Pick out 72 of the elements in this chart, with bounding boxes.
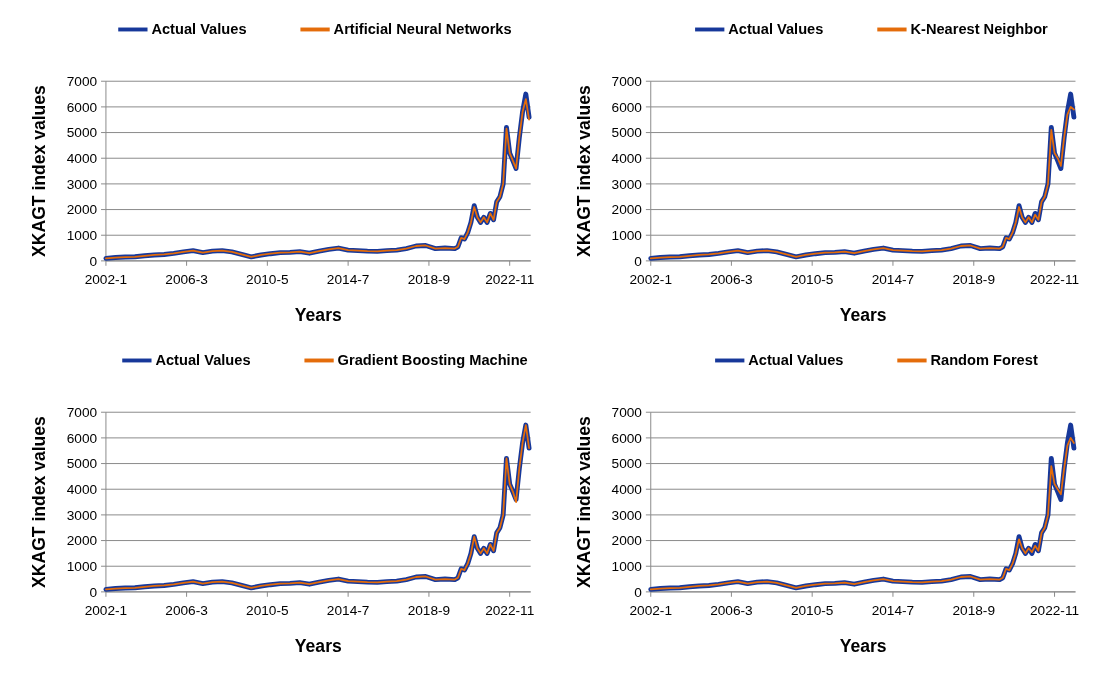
y-tick-label: 7000 <box>66 405 98 421</box>
y-tick-label: 2000 <box>611 202 643 218</box>
legend-label: Gradient Boosting Machine <box>337 352 528 369</box>
legend-label: Actual Values <box>728 21 824 38</box>
x-tick-label: 2018-9 <box>407 272 451 288</box>
legend-label: K-Nearest Neighbor <box>910 21 1049 38</box>
x-tick-label: 2010-5 <box>790 603 834 619</box>
y-tick-label: 5000 <box>66 125 98 141</box>
y-tick-label: 5000 <box>611 456 643 472</box>
y-tick-label: 7000 <box>611 74 643 90</box>
x-axis-title: Years <box>839 305 887 326</box>
y-tick-label: 4000 <box>611 482 643 498</box>
y-tick-label: 7000 <box>66 74 98 90</box>
y-tick-label: 0 <box>89 253 98 269</box>
legend-label: Actual Values <box>155 352 251 369</box>
x-tick-label: 2014-7 <box>871 603 915 619</box>
x-axis-title: Years <box>294 305 342 326</box>
y-tick-label: 1000 <box>611 228 643 244</box>
y-tick-label: 0 <box>89 584 98 600</box>
y-tick-label: 6000 <box>611 430 643 446</box>
y-tick-label: 3000 <box>66 176 98 192</box>
y-tick-label: 0 <box>634 584 643 600</box>
x-tick-label: 2014-7 <box>871 272 915 288</box>
y-tick-label: 5000 <box>66 456 98 472</box>
x-tick-label: 2002-1 <box>629 603 673 619</box>
y-tick-label: 3000 <box>611 507 643 523</box>
x-tick-label: 2006-3 <box>710 603 753 619</box>
y-tick-label: 1000 <box>66 559 98 575</box>
y-tick-label: 6000 <box>66 99 98 115</box>
x-axis-title: Years <box>294 636 342 657</box>
y-tick-label: 3000 <box>66 507 98 523</box>
x-tick-label: 2002-1 <box>84 603 128 619</box>
x-tick-label: 2018-9 <box>952 603 996 619</box>
y-axis-title: XKAGT index values <box>29 415 50 588</box>
x-tick-label: 2022-11 <box>1029 272 1080 288</box>
x-tick-label: 2022-11 <box>1029 603 1080 619</box>
legend-label: Actual Values <box>151 21 247 38</box>
x-tick-label: 2018-9 <box>952 272 996 288</box>
y-tick-label: 6000 <box>611 99 643 115</box>
y-tick-label: 0 <box>634 253 643 269</box>
y-tick-label: 3000 <box>611 176 643 192</box>
x-tick-label: 2010-5 <box>246 272 290 288</box>
y-tick-label: 2000 <box>611 533 643 549</box>
x-tick-label: 2022-11 <box>485 603 535 619</box>
y-tick-label: 1000 <box>611 559 643 575</box>
x-tick-label: 2006-3 <box>165 272 208 288</box>
x-tick-label: 2006-3 <box>165 603 208 619</box>
y-tick-label: 2000 <box>66 202 98 218</box>
y-axis-title: XKAGT index values <box>574 84 595 257</box>
x-axis-title: Years <box>839 636 887 657</box>
y-tick-label: 4000 <box>611 151 643 167</box>
x-tick-label: 2022-11 <box>485 272 535 288</box>
y-tick-label: 7000 <box>611 405 643 421</box>
legend-label: Random Forest <box>930 352 1038 369</box>
y-tick-label: 6000 <box>66 430 98 446</box>
legend-label: Artificial Neural Networks <box>333 21 512 38</box>
y-axis-title: XKAGT index values <box>574 415 595 588</box>
y-tick-label: 1000 <box>66 228 98 244</box>
x-tick-label: 2002-1 <box>84 272 128 288</box>
x-tick-label: 2002-1 <box>629 272 673 288</box>
y-tick-label: 4000 <box>66 151 98 167</box>
x-tick-label: 2014-7 <box>326 603 370 619</box>
y-tick-label: 4000 <box>66 482 98 498</box>
y-axis-title: XKAGT index values <box>29 84 50 257</box>
x-tick-label: 2010-5 <box>246 603 290 619</box>
x-tick-label: 2006-3 <box>710 272 753 288</box>
legend-label: Actual Values <box>748 352 844 369</box>
x-tick-label: 2010-5 <box>790 272 834 288</box>
y-tick-label: 5000 <box>611 125 643 141</box>
y-tick-label: 2000 <box>66 533 98 549</box>
x-tick-label: 2014-7 <box>326 272 370 288</box>
x-tick-label: 2018-9 <box>407 603 451 619</box>
